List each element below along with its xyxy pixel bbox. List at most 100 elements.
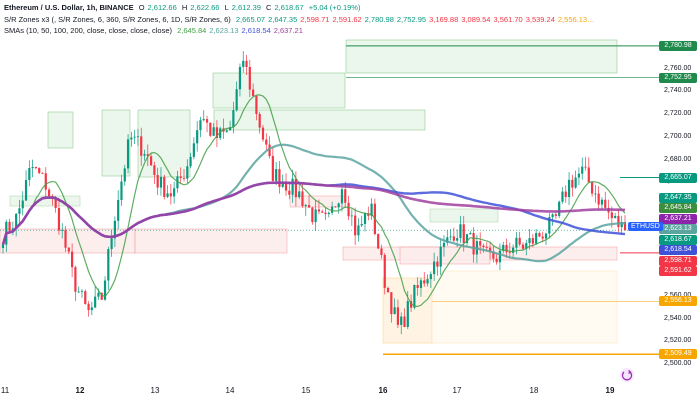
candle-body xyxy=(600,199,604,205)
candle-body xyxy=(100,292,103,300)
close-label: C xyxy=(266,3,272,12)
candle-body xyxy=(505,244,508,253)
zone-box xyxy=(9,195,81,207)
candle-body xyxy=(439,246,442,267)
sr-zone-value: 3,561.70 xyxy=(493,15,523,24)
candle-body xyxy=(225,130,228,132)
legend-sr-zones-row[interactable]: S/R Zones x3 (, S/R Zones, 6, 360, S/R Z… xyxy=(4,15,598,25)
candle-body xyxy=(360,223,363,226)
open-label: O xyxy=(138,3,145,12)
price-label: 2,591.62 xyxy=(659,266,697,277)
price-label: 2,618.67 xyxy=(659,234,697,245)
candle-body xyxy=(541,236,544,239)
candle-body xyxy=(284,182,288,191)
zone-box xyxy=(212,72,346,109)
price-label: 2,618.54 xyxy=(659,245,697,256)
sr-zone-value: 2,591.62 xyxy=(332,15,362,24)
candle-body xyxy=(87,303,90,311)
candle-body xyxy=(103,280,107,300)
candle-body xyxy=(396,307,400,325)
candle-body xyxy=(479,241,482,246)
candle-body xyxy=(113,220,116,239)
candle-body xyxy=(449,236,452,238)
price-tick: 2,500.00 xyxy=(664,360,692,367)
candle-body xyxy=(126,139,130,169)
candle-body xyxy=(202,119,205,121)
candle-body xyxy=(199,120,202,131)
legend-smas-row[interactable]: SMAs (10, 50, 100, 200, close, close, cl… xyxy=(4,26,306,36)
price-label: 2,623.13 xyxy=(659,224,697,235)
candle-body xyxy=(623,222,627,231)
candle-body xyxy=(8,221,11,231)
candle-body xyxy=(186,166,189,179)
candle-body xyxy=(18,208,21,214)
candle-body xyxy=(189,156,192,167)
candle-body xyxy=(28,168,31,181)
candle-body xyxy=(383,254,386,288)
candle-body xyxy=(419,280,423,288)
candle-body xyxy=(209,122,212,136)
candle-body xyxy=(248,67,251,90)
sma-value: 2,618.54 xyxy=(241,26,271,35)
candle-body xyxy=(21,200,24,209)
candle-body xyxy=(357,225,360,236)
candle-body xyxy=(301,191,304,207)
candle-body xyxy=(215,127,219,138)
candle-body xyxy=(133,136,136,138)
time-tick: 18 xyxy=(529,386,539,395)
candle-body xyxy=(561,191,564,202)
candle-body xyxy=(587,167,590,183)
candle-body xyxy=(281,182,284,187)
candle-body xyxy=(337,203,340,208)
candle-body xyxy=(1,244,5,249)
candle-body xyxy=(156,174,159,188)
candle-body xyxy=(610,212,613,219)
price-tick: 2,760.00 xyxy=(664,64,692,72)
change-value: +5.04 (+0.19%) xyxy=(308,3,361,12)
candle-body xyxy=(377,234,380,249)
candle-body xyxy=(117,200,120,221)
smas-indicator-name: SMAs (10, 50, 100, 200, close, close, cl… xyxy=(4,26,172,35)
price-tick: 2,560.00 xyxy=(664,292,691,299)
candle-body xyxy=(525,243,528,249)
replay-icon[interactable] xyxy=(620,368,634,382)
zone-box xyxy=(345,39,618,74)
candle-body xyxy=(409,301,413,308)
candle-body xyxy=(340,189,344,204)
time-tick: 12 xyxy=(75,386,85,395)
candle-body xyxy=(173,188,176,197)
candle-body xyxy=(508,252,511,253)
high-value: 2,622.66 xyxy=(190,3,220,12)
price-tick: 2,680.00 xyxy=(664,155,692,163)
candle-body xyxy=(314,209,317,223)
sr-zone-value: 3,539.24 xyxy=(525,15,555,24)
candle-body xyxy=(548,217,551,234)
candle-body xyxy=(182,178,186,179)
candle-body xyxy=(71,251,74,268)
candle-body xyxy=(38,168,41,174)
time-tick: 19 xyxy=(605,386,615,395)
candle-body xyxy=(252,89,255,96)
candle-body xyxy=(406,301,409,328)
candle-body xyxy=(498,250,502,263)
candle-body xyxy=(485,246,488,248)
sma-line xyxy=(1,181,626,245)
sma-value: 2,623.13 xyxy=(209,26,239,35)
candle-body xyxy=(298,191,301,198)
sma-value: 2,645.84 xyxy=(177,26,207,35)
candle-body xyxy=(515,237,518,248)
candle-body xyxy=(354,215,357,236)
candle-body xyxy=(502,244,505,251)
candle-body xyxy=(518,237,521,245)
candle-body xyxy=(294,178,297,198)
price-label: 2,752.95 xyxy=(659,72,697,83)
time-tick: 14 xyxy=(225,386,235,395)
candle-body xyxy=(558,201,561,216)
candle-body xyxy=(258,113,261,128)
candle-body xyxy=(574,177,577,188)
candle-body xyxy=(120,181,123,201)
zone-box xyxy=(431,270,618,344)
candle-body xyxy=(528,238,531,244)
low-value: 2,612.39 xyxy=(231,3,261,12)
